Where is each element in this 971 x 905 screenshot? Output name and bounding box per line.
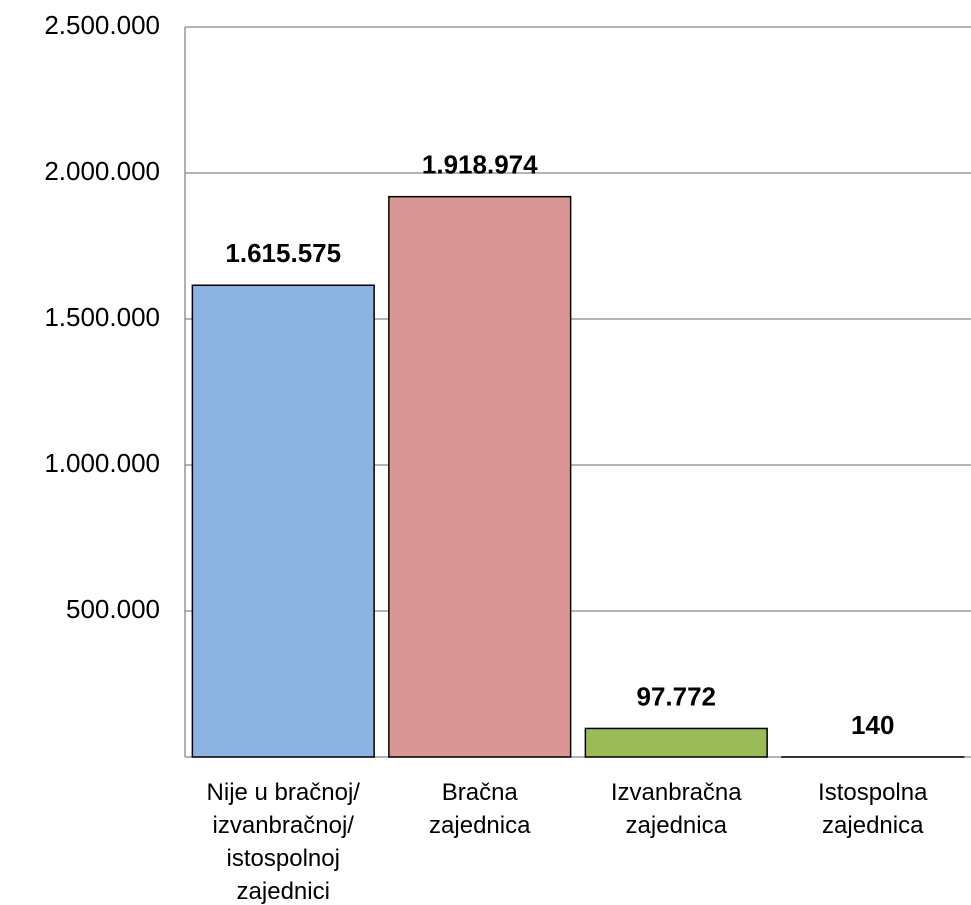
bar xyxy=(584,727,768,758)
y-tick-label: 500.000 xyxy=(66,594,160,624)
y-tick-label: 2.500.000 xyxy=(44,10,160,40)
value-label: 1.615.575 xyxy=(225,238,341,268)
y-tick-label: 1.000.000 xyxy=(44,448,160,478)
value-label: 1.918.974 xyxy=(422,150,538,180)
x-tick-label: Bračna zajednica xyxy=(429,779,531,839)
x-tick-label: Izvanbračna zajednica xyxy=(610,779,742,839)
x-tick-label: Nije u bračnoj/ izvanbračnoj/ istospolno… xyxy=(206,779,360,905)
y-tick-label: 1.500.000 xyxy=(44,302,160,332)
y-tick-label: 2.000.000 xyxy=(44,156,160,186)
value-label: 97.772 xyxy=(636,681,716,711)
value-label: 140 xyxy=(851,710,894,740)
bar xyxy=(191,284,375,758)
bar xyxy=(388,195,572,758)
x-tick-label: Istospolna zajednica xyxy=(818,779,928,839)
